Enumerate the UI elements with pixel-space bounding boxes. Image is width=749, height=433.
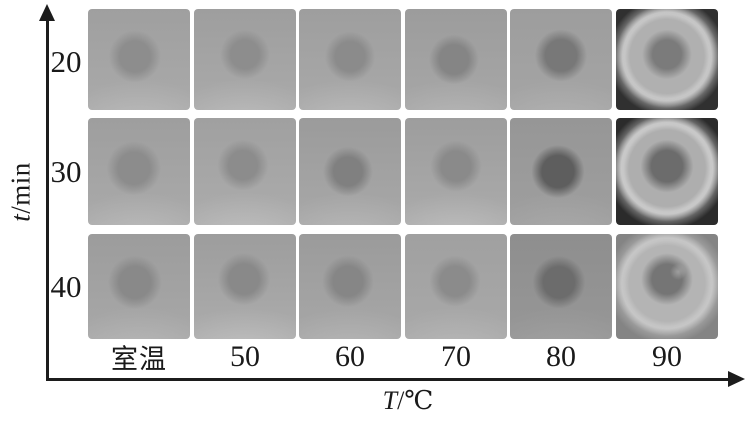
x-tick-70: 70 xyxy=(441,340,471,373)
sample-photo-t20-T60 xyxy=(299,9,401,110)
sample-photo-t30-T70 xyxy=(405,118,507,225)
sample-photo-t20-T室温 xyxy=(88,9,190,110)
x-tick-50: 50 xyxy=(230,340,260,373)
y-axis-arrowhead xyxy=(39,4,55,21)
y-axis-label: t/min xyxy=(6,162,37,222)
sample-photo-t30-T60 xyxy=(299,118,401,225)
sample-photo-t40-T60 xyxy=(299,234,401,339)
x-tick-80: 80 xyxy=(546,340,576,373)
sample-photo-t20-T50 xyxy=(194,9,296,110)
x-axis-arrowhead xyxy=(728,371,745,387)
y-axis-symbol: t xyxy=(5,213,36,222)
y-tick-20: 20 xyxy=(50,44,82,79)
y-axis-unit: /min xyxy=(5,162,36,214)
x-axis-line xyxy=(46,378,730,381)
sample-photo-t30-T90 xyxy=(616,118,718,225)
y-tick-40: 40 xyxy=(50,269,82,304)
sample-photo-t40-T90 xyxy=(616,234,718,339)
sample-photo-t20-T80 xyxy=(510,9,612,110)
x-axis-label: T/℃ xyxy=(383,386,434,416)
x-axis-unit: /℃ xyxy=(397,386,434,415)
sample-photo-t30-T室温 xyxy=(88,118,190,225)
sample-photo-t30-T50 xyxy=(194,118,296,225)
y-axis-line xyxy=(46,16,49,381)
sample-photo-t20-T90 xyxy=(616,9,718,110)
sample-photo-t40-T70 xyxy=(405,234,507,339)
x-tick-90: 90 xyxy=(652,340,682,373)
x-tick-room-temperature: 室温 xyxy=(111,344,167,375)
x-axis-symbol: T xyxy=(382,386,398,415)
sample-photo-t40-T室温 xyxy=(88,234,190,339)
sample-photo-t20-T70 xyxy=(405,9,507,110)
sample-photo-t30-T80 xyxy=(510,118,612,225)
y-tick-30: 30 xyxy=(50,154,82,189)
sample-photo-t40-T50 xyxy=(194,234,296,339)
sample-photo-t40-T80 xyxy=(510,234,612,339)
x-tick-60: 60 xyxy=(335,340,365,373)
